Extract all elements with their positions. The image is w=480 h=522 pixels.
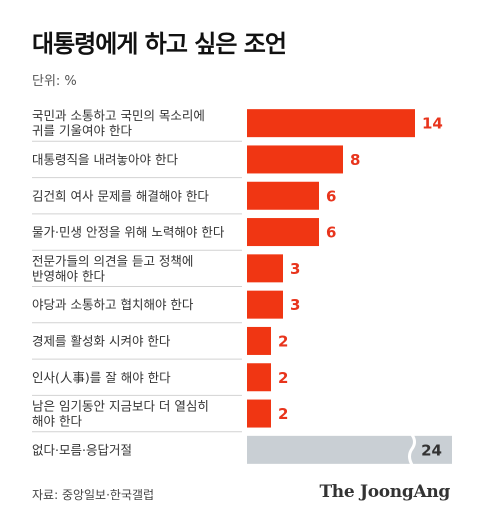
data-label: 8 — [350, 151, 360, 169]
bar — [247, 399, 271, 428]
category-label: 야당과 소통하고 협치해야 한다 — [32, 297, 194, 312]
category-label: 남은 임기동안 지금보다 더 열심히 해야 한다 — [32, 399, 209, 429]
category-label: 대통령직을 내려놓아야 한다 — [32, 152, 178, 167]
data-label: 2 — [278, 405, 288, 423]
data-label: 24 — [421, 441, 442, 459]
category-label: 전문가들의 의견을 듣고 정책에 반영해야 한다 — [32, 253, 193, 283]
category-label: 김건희 여사 문제를 해결해야 한다 — [32, 188, 209, 203]
category-label: 물가·민생 안정을 위해 노력해야 한다 — [32, 225, 225, 240]
unit-label: 단위: % — [32, 74, 77, 89]
bar — [247, 181, 319, 210]
bar — [247, 218, 319, 247]
bar — [247, 109, 415, 138]
data-label: 3 — [290, 260, 300, 278]
category-label: 경제를 활성화 시켜야 한다 — [32, 333, 171, 348]
bar-other — [247, 435, 452, 464]
data-label: 14 — [422, 115, 443, 133]
bar — [247, 290, 283, 319]
data-label: 2 — [278, 332, 288, 350]
chart-title: 대통령에게 하고 싶은 조언 — [32, 30, 287, 58]
source-note: 자료: 중앙일보·한국갤럽 — [32, 488, 155, 502]
bar — [247, 326, 271, 355]
data-label: 2 — [278, 369, 288, 387]
data-label: 6 — [326, 224, 336, 242]
bar — [247, 363, 271, 392]
bar — [247, 145, 343, 174]
data-label: 6 — [326, 187, 336, 205]
bar — [247, 254, 283, 283]
category-label: 국민과 소통하고 국민의 목소리에 귀를 기울여야 한다 — [32, 108, 205, 138]
brand-logo: The JoongAng — [319, 482, 450, 502]
data-label: 3 — [290, 296, 300, 314]
category-label: 없다·모름·응답거절 — [32, 442, 132, 457]
category-label: 인사(人事)를 잘 해야 한다 — [32, 370, 171, 385]
axis-break-mark — [408, 433, 416, 466]
